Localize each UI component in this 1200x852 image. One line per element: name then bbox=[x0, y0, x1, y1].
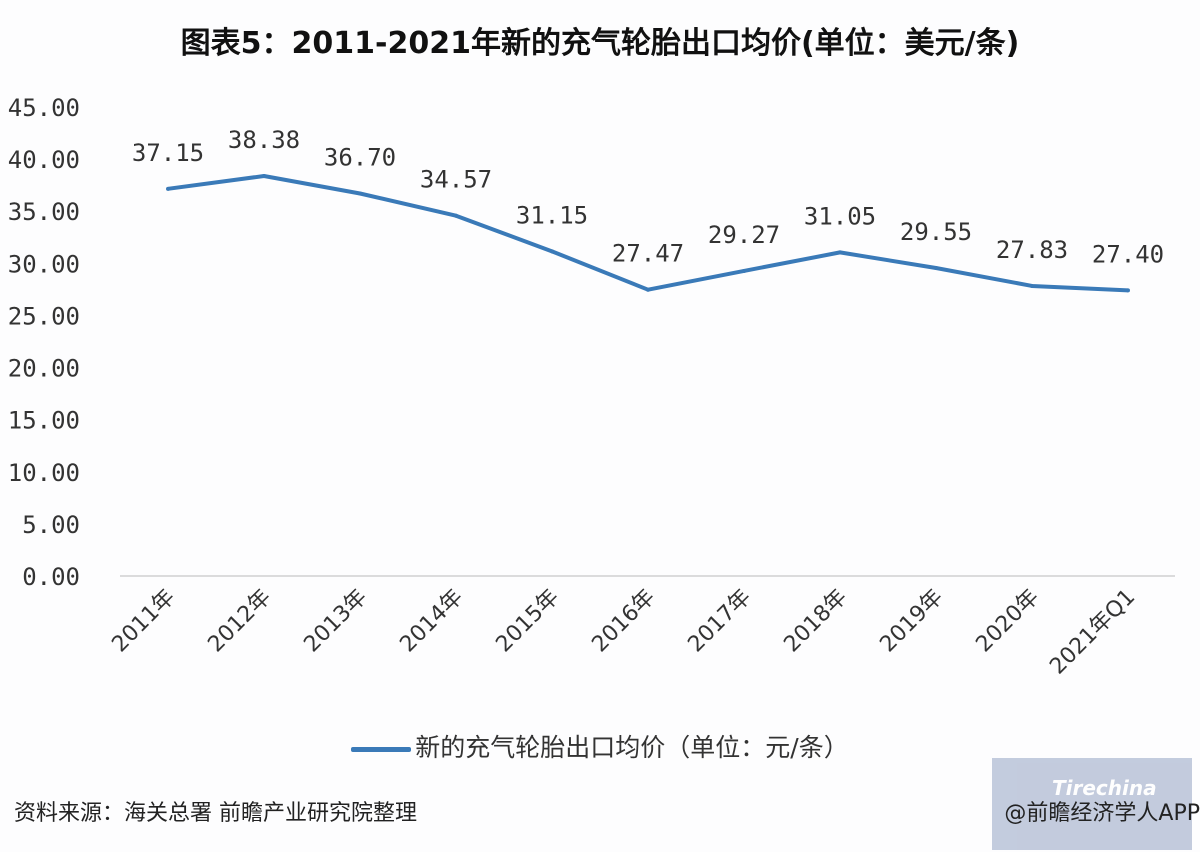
chart-title: 图表5：2011-2021年新的充气轮胎出口均价(单位：美元/条) bbox=[180, 26, 1020, 61]
data-point bbox=[934, 266, 938, 271]
x-tick-label: 2018年 bbox=[779, 585, 852, 658]
y-tick-label: 0.00 bbox=[22, 563, 80, 591]
data-label: 31.15 bbox=[516, 201, 588, 229]
data-point bbox=[262, 173, 266, 178]
series-line bbox=[167, 173, 1129, 293]
x-tick-label: 2020年 bbox=[971, 585, 1044, 658]
x-tick-label: 2017年 bbox=[683, 585, 756, 658]
data-point bbox=[1126, 288, 1130, 293]
legend: 新的充气轮胎出口均价（单位：元/条） bbox=[0, 728, 1200, 764]
y-tick-label: 15.00 bbox=[8, 407, 80, 435]
credit-text: @前瞻经济学人APP bbox=[1004, 801, 1200, 826]
data-label: 27.47 bbox=[612, 240, 684, 268]
y-tick-label: 10.00 bbox=[8, 459, 80, 487]
y-tick-label: 20.00 bbox=[8, 355, 80, 383]
y-tick-label: 25.00 bbox=[8, 302, 80, 330]
data-point bbox=[838, 250, 842, 255]
data-label: 31.05 bbox=[804, 202, 876, 230]
data-label: 34.57 bbox=[420, 166, 492, 194]
x-tick-label: 2013年 bbox=[299, 585, 372, 658]
x-tick-label: 2011年 bbox=[107, 585, 180, 658]
data-point bbox=[166, 186, 170, 191]
data-point bbox=[646, 287, 650, 292]
data-label: 29.55 bbox=[900, 218, 972, 246]
source-note: 资料来源：海关总署 前瞻产业研究院整理 bbox=[14, 801, 417, 826]
data-point bbox=[358, 191, 362, 196]
legend-label: 新的充气轮胎出口均价（单位：元/条） bbox=[415, 733, 849, 762]
x-tick-label: 2016年 bbox=[587, 585, 660, 658]
y-tick-label: 5.00 bbox=[22, 511, 80, 539]
data-label: 29.27 bbox=[708, 221, 780, 249]
legend-swatch bbox=[351, 746, 412, 752]
data-label: 36.70 bbox=[324, 144, 396, 172]
y-tick-label: 45.00 bbox=[8, 94, 80, 122]
data-label: 27.83 bbox=[996, 236, 1068, 264]
x-tick-label: 2012年 bbox=[203, 585, 276, 658]
data-label: 27.40 bbox=[1092, 240, 1164, 268]
data-label: 38.38 bbox=[228, 126, 300, 154]
x-tick-label: 2021年Q1 bbox=[1045, 585, 1140, 680]
data-point bbox=[1030, 283, 1034, 288]
y-tick-label: 40.00 bbox=[8, 146, 80, 174]
tirechina-watermark-logo: Tirechina bbox=[992, 758, 1192, 850]
x-tick-label: 2019年 bbox=[875, 585, 948, 658]
data-label: 37.15 bbox=[132, 139, 204, 167]
x-tick-label: 2015年 bbox=[491, 585, 564, 658]
data-point bbox=[454, 213, 458, 218]
data-point bbox=[550, 249, 554, 254]
y-tick-label: 35.00 bbox=[8, 198, 80, 226]
x-tick-label: 2014年 bbox=[395, 585, 468, 658]
y-tick-label: 30.00 bbox=[8, 250, 80, 278]
data-point bbox=[742, 268, 746, 273]
